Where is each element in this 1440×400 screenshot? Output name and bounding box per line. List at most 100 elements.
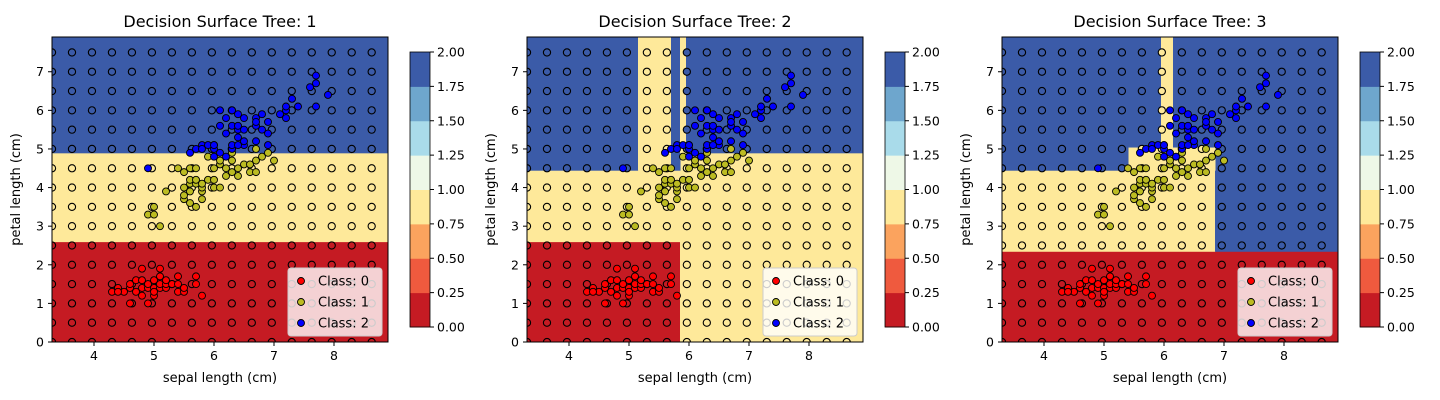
- colorbar-segment: [885, 52, 905, 87]
- data-point-class-0: [150, 276, 158, 285]
- data-point-class-1: [697, 164, 705, 173]
- grid-marker: [350, 37, 354, 38]
- grid-marker: [582, 125, 592, 134]
- grid-marker: [67, 279, 77, 289]
- grid-marker: [227, 48, 236, 57]
- grid-marker: [1337, 243, 1338, 248]
- grid-marker: [1157, 260, 1166, 269]
- data-point-class-1: [1166, 183, 1174, 192]
- grid-marker: [682, 106, 691, 115]
- grid-marker: [247, 202, 256, 212]
- grid-marker: [722, 318, 731, 327]
- data-point-class-0: [649, 280, 657, 289]
- grid-marker: [722, 222, 731, 231]
- data-point-class-2: [1262, 71, 1270, 80]
- data-point-class-2: [1094, 164, 1102, 173]
- colorbar-segment: [410, 189, 430, 225]
- grid-marker: [1277, 164, 1286, 173]
- grid-marker: [722, 106, 731, 115]
- grid-marker: [845, 37, 849, 38]
- data-point-class-2: [691, 148, 699, 157]
- grid-marker: [1097, 48, 1107, 57]
- grid-marker: [388, 30, 395, 37]
- data-point-class-1: [655, 168, 663, 177]
- grid-marker: [1077, 241, 1087, 250]
- data-point-class-1: [1214, 148, 1222, 157]
- data-point-class-1: [625, 202, 633, 211]
- grid-marker: [1217, 183, 1226, 192]
- grid-marker: [1217, 222, 1226, 231]
- data-point-class-2: [1160, 141, 1168, 150]
- grid-marker: [742, 86, 751, 96]
- grid-marker: [562, 144, 572, 154]
- colorbar-segment: [1360, 189, 1380, 225]
- grid-marker: [602, 67, 612, 76]
- grid-marker: [107, 164, 117, 173]
- grid-marker: [1237, 241, 1246, 250]
- colorbar-segment: [885, 155, 905, 190]
- grid-marker: [702, 48, 711, 57]
- data-point-class-2: [739, 141, 747, 150]
- grid-marker: [1337, 127, 1338, 132]
- grid-marker: [762, 164, 771, 173]
- grid-marker: [802, 202, 811, 212]
- grid-marker: [227, 183, 236, 192]
- x-tick-label: 4: [1040, 348, 1048, 363]
- data-point-class-0: [138, 291, 146, 300]
- grid-marker: [662, 48, 672, 57]
- decision-region-class-2: [1215, 147, 1338, 252]
- data-point-class-2: [240, 125, 248, 134]
- data-point-class-2: [1190, 114, 1198, 123]
- data-point-class-0: [132, 287, 140, 296]
- subplot-2: 4 5 6 7 8 0 1 2 3 4 5 6 7 Decision Surface Tree: 2 sep…: [484, 12, 940, 386]
- colorbar-segment: [885, 292, 905, 328]
- legend-entry: Class: 0: [318, 275, 369, 290]
- grid-marker: [227, 86, 236, 96]
- grid-marker: [642, 183, 652, 192]
- grid-marker: [1317, 144, 1326, 154]
- grid-marker: [682, 299, 691, 308]
- grid-marker: [1157, 48, 1166, 57]
- subplot-3: 4 5 6 7 8 0 1 2 3 4 5 6 7 Decision Surface Tree: 3 sep…: [959, 12, 1415, 386]
- grid-marker: [1017, 318, 1027, 327]
- grid-marker: [1217, 164, 1226, 173]
- data-point-class-1: [649, 164, 657, 173]
- grid-marker: [802, 48, 811, 57]
- data-point-class-0: [589, 287, 597, 296]
- grid-marker: [662, 67, 672, 76]
- grid-marker: [1257, 202, 1266, 212]
- grid-marker: [267, 183, 276, 192]
- data-point-class-2: [1178, 106, 1186, 115]
- grid-marker: [247, 260, 256, 269]
- grid-marker: [1257, 241, 1266, 250]
- data-point-class-2: [312, 71, 320, 80]
- data-point-class-1: [1112, 187, 1120, 196]
- data-point-class-2: [1232, 114, 1240, 123]
- data-point-class-2: [1232, 102, 1240, 111]
- data-point-class-2: [739, 117, 747, 126]
- data-point-class-0: [1130, 283, 1138, 292]
- grid-marker: [1037, 183, 1047, 192]
- grid-marker: [1057, 67, 1067, 76]
- data-point-class-2: [619, 164, 627, 173]
- data-point-class-1: [1148, 179, 1156, 188]
- grid-marker: [1217, 241, 1226, 250]
- grid-marker: [1137, 299, 1147, 308]
- legend-entry: Class: 2: [1268, 317, 1319, 332]
- grid-marker: [387, 89, 388, 94]
- data-point-class-2: [222, 114, 230, 123]
- grid-marker: [762, 144, 771, 154]
- grid-marker: [287, 48, 296, 57]
- data-point-class-1: [180, 168, 188, 177]
- grid-marker: [722, 48, 731, 57]
- grid-marker: [227, 279, 236, 289]
- grid-marker: [1137, 260, 1147, 269]
- grid-marker: [67, 164, 77, 173]
- data-point-class-1: [1100, 210, 1108, 219]
- data-point-class-0: [613, 276, 621, 285]
- legend-entry: Class: 1: [1268, 296, 1319, 311]
- grid-marker: [187, 106, 197, 115]
- grid-marker: [1337, 108, 1338, 113]
- grid-marker: [307, 144, 316, 154]
- grid-marker: [1237, 125, 1246, 134]
